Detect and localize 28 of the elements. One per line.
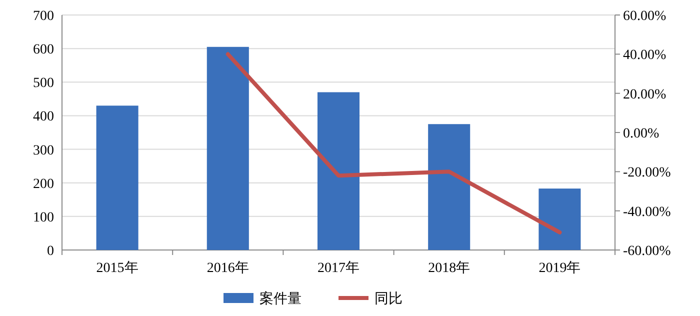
bar — [428, 124, 470, 250]
y-tick-label: 400 — [33, 110, 54, 125]
legend-label: 同比 — [374, 291, 402, 307]
y-tick-label: 300 — [33, 143, 54, 158]
y2-tick-label: -60.00% — [623, 244, 672, 259]
y-tick-label: 200 — [33, 176, 54, 192]
y-tick-label: 0 — [47, 244, 54, 259]
x-tick-label: 2018年 — [428, 260, 470, 276]
y-tick-label: 600 — [33, 42, 54, 58]
y2-tick-label: 0.00% — [623, 126, 660, 142]
y-tick-label: 700 — [33, 9, 54, 24]
y2-tick-label: 60.00% — [623, 9, 666, 24]
x-tick-label: 2016年 — [206, 260, 249, 276]
legend-label: 案件量 — [260, 290, 302, 307]
bar — [538, 188, 581, 250]
x-tick-label: 2019年 — [538, 260, 581, 276]
x-tick-label: 2015年 — [96, 260, 138, 276]
y2-tick-label: 40.00% — [623, 48, 666, 64]
y2-tick-label: 20.00% — [623, 87, 666, 102]
bar — [206, 46, 249, 250]
y2-tick-label: -40.00% — [623, 204, 672, 220]
x-tick-label: 2017年 — [318, 260, 360, 276]
bar — [96, 106, 138, 250]
y-tick-label: 500 — [33, 76, 54, 92]
y2-tick-label: -20.00% — [623, 166, 672, 181]
line-series — [226, 52, 562, 234]
bar — [317, 92, 360, 250]
y-tick-label: 100 — [33, 210, 54, 226]
